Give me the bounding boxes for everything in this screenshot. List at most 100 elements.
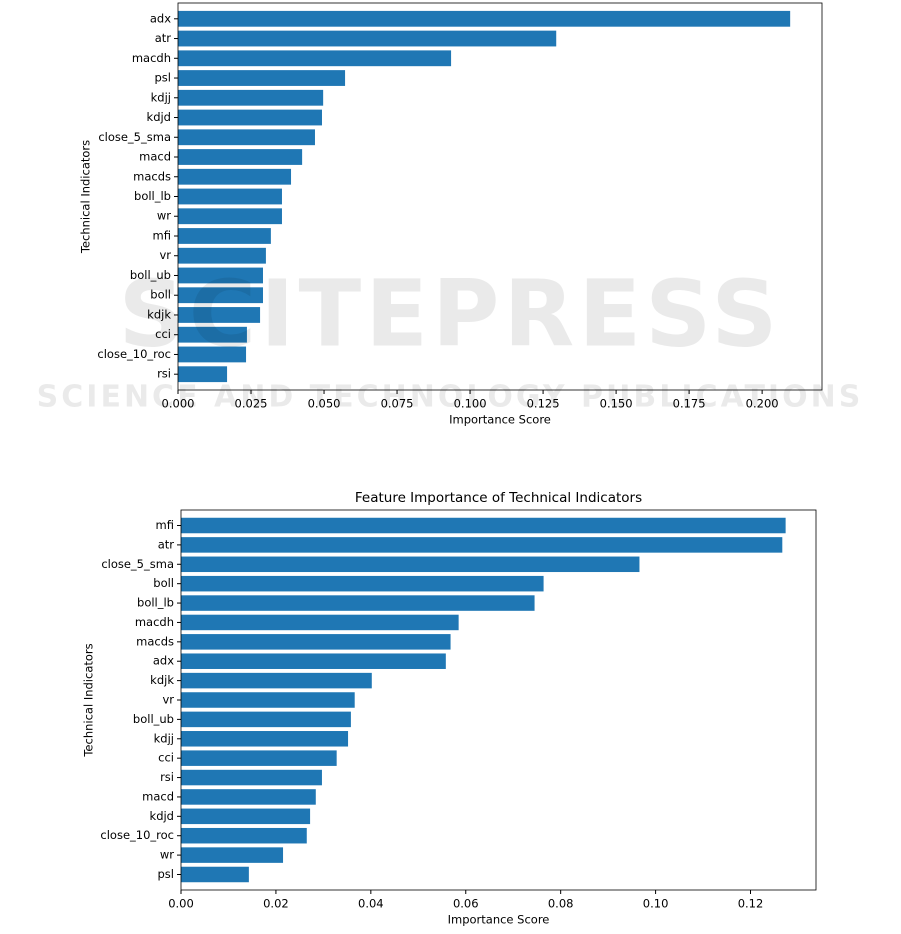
plot-frame bbox=[180, 509, 817, 891]
x-tick-label: 0.050 bbox=[308, 397, 341, 411]
bar bbox=[178, 70, 346, 86]
bar bbox=[181, 653, 446, 669]
bar bbox=[181, 575, 544, 592]
y-tick-label: wr bbox=[157, 209, 171, 223]
bar bbox=[178, 30, 557, 47]
y-tick-label: boll bbox=[153, 576, 174, 590]
bar bbox=[181, 808, 311, 825]
x-tick-label: 0.06 bbox=[453, 897, 479, 911]
y-tick-label: kdjk bbox=[147, 307, 171, 321]
y-tick-label: kdjj bbox=[154, 731, 174, 745]
y-tick-label: kdjk bbox=[150, 673, 174, 687]
y-tick-label: atr bbox=[158, 537, 175, 551]
y-tick-label: atr bbox=[155, 31, 172, 45]
bar bbox=[181, 769, 322, 786]
y-tick-label: close_5_sma bbox=[98, 130, 171, 144]
y-tick-label: macds bbox=[136, 634, 174, 648]
bar bbox=[178, 326, 247, 343]
y-tick-label: mfi bbox=[156, 518, 174, 532]
bar bbox=[181, 731, 349, 747]
bar bbox=[178, 109, 322, 126]
y-tick-label: vr bbox=[162, 693, 174, 707]
bar bbox=[181, 672, 372, 689]
bar bbox=[178, 247, 266, 264]
bar bbox=[181, 827, 307, 844]
x-tick-label: 0.200 bbox=[746, 397, 779, 411]
bar bbox=[181, 614, 459, 631]
y-axis-label: Technical Indicators bbox=[82, 643, 96, 757]
y-tick-label: macds bbox=[133, 169, 171, 183]
watermark: SCITEPRESS bbox=[118, 260, 781, 367]
x-tick-label: 0.02 bbox=[263, 897, 289, 911]
bar bbox=[181, 634, 451, 650]
y-tick-label: vr bbox=[159, 248, 171, 262]
bar bbox=[178, 50, 452, 67]
y-tick-label: macd bbox=[139, 150, 171, 164]
x-tick-label: 0.025 bbox=[235, 397, 268, 411]
x-tick-label: 0.000 bbox=[162, 397, 195, 411]
y-tick-label: rsi bbox=[157, 367, 171, 381]
x-tick-label: 0.150 bbox=[600, 397, 633, 411]
y-tick-label: close_10_roc bbox=[97, 347, 171, 361]
y-tick-label: macd bbox=[142, 789, 174, 803]
y-tick-label: cci bbox=[155, 327, 171, 341]
x-tick-label: 0.04 bbox=[358, 897, 384, 911]
bar bbox=[178, 168, 292, 185]
x-tick-label: 0.175 bbox=[673, 397, 706, 411]
x-axis-label: Importance Score bbox=[449, 413, 551, 427]
bar bbox=[178, 346, 247, 363]
x-tick-label: 0.100 bbox=[454, 397, 487, 411]
y-tick-label: mfi bbox=[153, 228, 171, 242]
y-tick-label: psl bbox=[155, 71, 172, 85]
y-tick-label: close_10_roc bbox=[100, 828, 174, 842]
y-tick-label: boll_ub bbox=[130, 268, 171, 282]
bar bbox=[178, 267, 263, 284]
bar bbox=[178, 89, 324, 106]
y-tick-label: cci bbox=[158, 751, 174, 765]
bar bbox=[178, 129, 315, 146]
watermark-sub: SCIENCE AND TECHNOLOGY PUBLICATIONS bbox=[37, 380, 864, 415]
bar bbox=[178, 287, 263, 304]
y-tick-label: wr bbox=[160, 848, 174, 862]
bar bbox=[181, 517, 786, 534]
bar bbox=[181, 556, 640, 573]
y-tick-label: kdjd bbox=[150, 809, 174, 823]
y-tick-label: boll bbox=[150, 288, 171, 302]
bar bbox=[181, 866, 249, 883]
y-tick-label: macdh bbox=[135, 615, 174, 629]
y-tick-label: boll_lb bbox=[134, 189, 171, 203]
y-tick-label: adx bbox=[150, 11, 171, 25]
x-tick-label: 0.08 bbox=[548, 897, 574, 911]
bar bbox=[178, 188, 282, 205]
bar bbox=[178, 366, 228, 383]
y-tick-label: boll_lb bbox=[137, 596, 174, 610]
x-tick-label: 0.10 bbox=[643, 897, 669, 911]
y-tick-label: macdh bbox=[132, 51, 171, 65]
y-tick-label: close_5_sma bbox=[101, 557, 174, 571]
x-tick-label: 0.12 bbox=[738, 897, 764, 911]
y-tick-label: psl bbox=[158, 867, 175, 881]
y-axis-label: Technical Indicators bbox=[79, 140, 93, 254]
y-tick-label: kdjj bbox=[151, 90, 171, 104]
y-tick-label: adx bbox=[153, 654, 174, 668]
bar bbox=[181, 711, 351, 728]
x-tick-label: 0.00 bbox=[168, 897, 194, 911]
y-tick-label: boll_ub bbox=[133, 712, 174, 726]
x-tick-label: 0.125 bbox=[527, 397, 560, 411]
y-tick-label: kdjd bbox=[147, 110, 171, 124]
bar bbox=[178, 307, 261, 323]
y-tick-label: rsi bbox=[160, 770, 174, 784]
bar bbox=[178, 208, 282, 225]
x-tick-label: 0.075 bbox=[381, 397, 414, 411]
bar bbox=[178, 228, 271, 244]
bar bbox=[181, 692, 355, 708]
bar bbox=[178, 10, 791, 27]
bar bbox=[181, 750, 337, 766]
bar bbox=[181, 537, 783, 553]
chart-title: Feature Importance of Technical Indicato… bbox=[355, 490, 642, 506]
bar bbox=[181, 595, 535, 611]
x-axis-label: Importance Score bbox=[448, 913, 550, 927]
bar bbox=[181, 847, 284, 863]
bar bbox=[181, 789, 316, 805]
